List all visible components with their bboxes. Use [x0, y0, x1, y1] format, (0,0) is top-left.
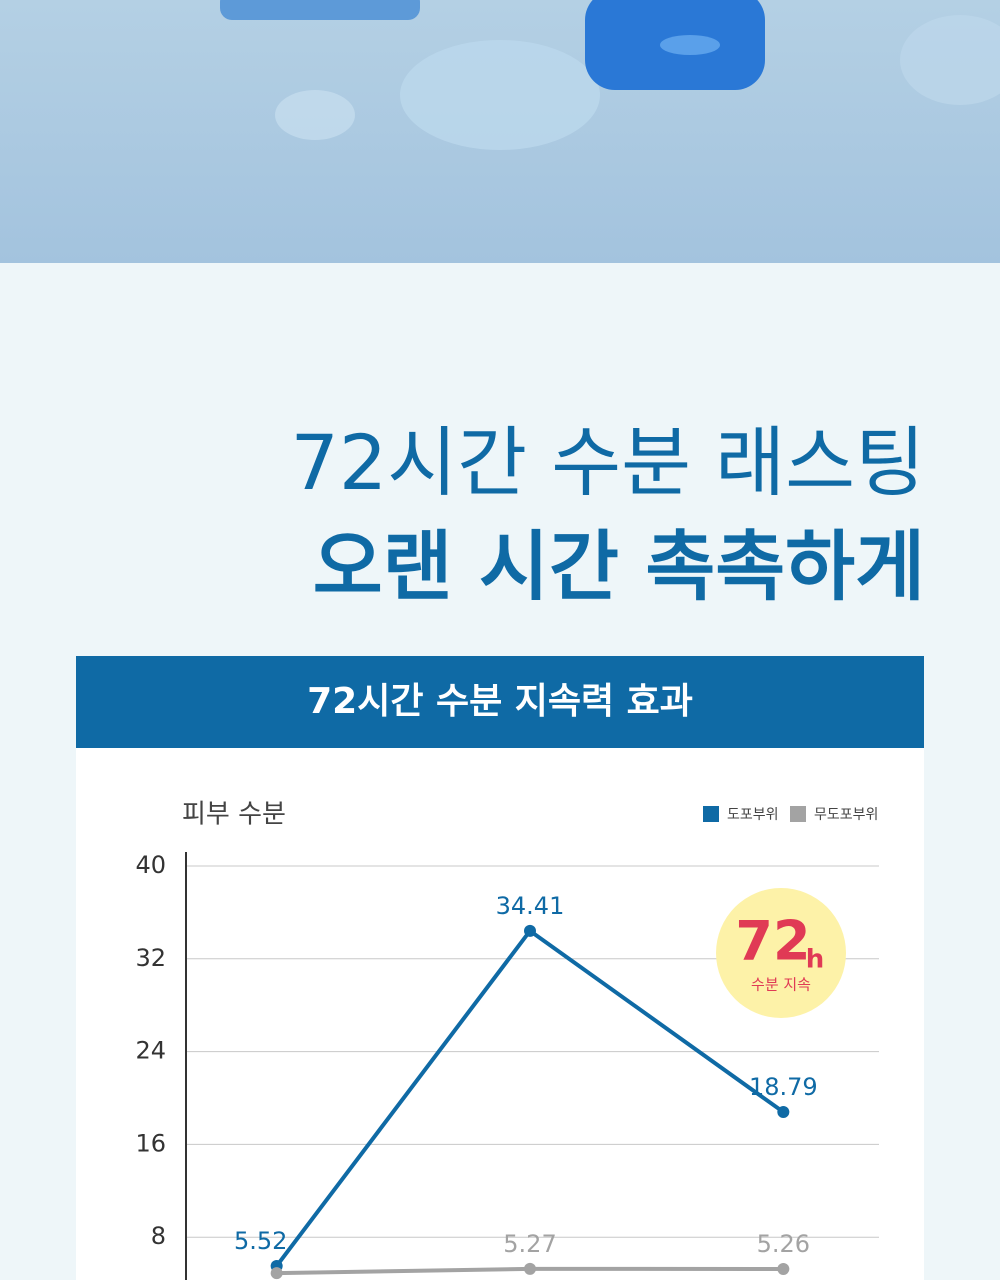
- y-tick-label: 16: [135, 1129, 166, 1157]
- banner: [76, 656, 924, 748]
- data-label: 34.41: [496, 892, 565, 920]
- badge: 72 h 수분 지속: [716, 888, 846, 1018]
- data-point: [524, 924, 536, 937]
- title-line1: 72시간 수분 래스팅: [291, 418, 925, 507]
- title-line2: 오랜 시간 촉촉하게: [313, 522, 925, 611]
- bottle-cap: [660, 35, 720, 55]
- badge-circle: [716, 888, 846, 1018]
- y-tick-label: 32: [135, 944, 166, 972]
- data-label: 5.26: [757, 1230, 810, 1258]
- legend-label: 무도포부위: [814, 807, 878, 823]
- legend-swatch: [703, 806, 719, 822]
- water-drop: [900, 15, 1000, 105]
- badge-number: 72: [735, 910, 810, 973]
- y-tick-label: 24: [135, 1037, 166, 1065]
- data-point: [777, 1106, 790, 1119]
- badge-caption: 수분 지속: [751, 976, 811, 994]
- data-point: [777, 1262, 790, 1275]
- y-axis-label: 피부 수분: [182, 800, 286, 830]
- legend-label: 도포부위: [727, 807, 779, 823]
- badge-unit: h: [806, 945, 825, 975]
- bottle: [220, 0, 420, 20]
- y-tick-label: 8: [151, 1222, 166, 1250]
- data-point: [524, 1262, 536, 1275]
- water-drop: [275, 90, 355, 140]
- water-drop: [400, 40, 600, 150]
- banner-text: 72시간 수분 지속력 효과: [307, 681, 693, 722]
- y-tick-label: 40: [135, 851, 166, 879]
- legend-swatch: [790, 806, 806, 822]
- data-label: 5.52: [234, 1227, 287, 1255]
- data-label: 5.27: [503, 1230, 556, 1258]
- data-point: [270, 1267, 283, 1280]
- data-label: 18.79: [749, 1073, 818, 1101]
